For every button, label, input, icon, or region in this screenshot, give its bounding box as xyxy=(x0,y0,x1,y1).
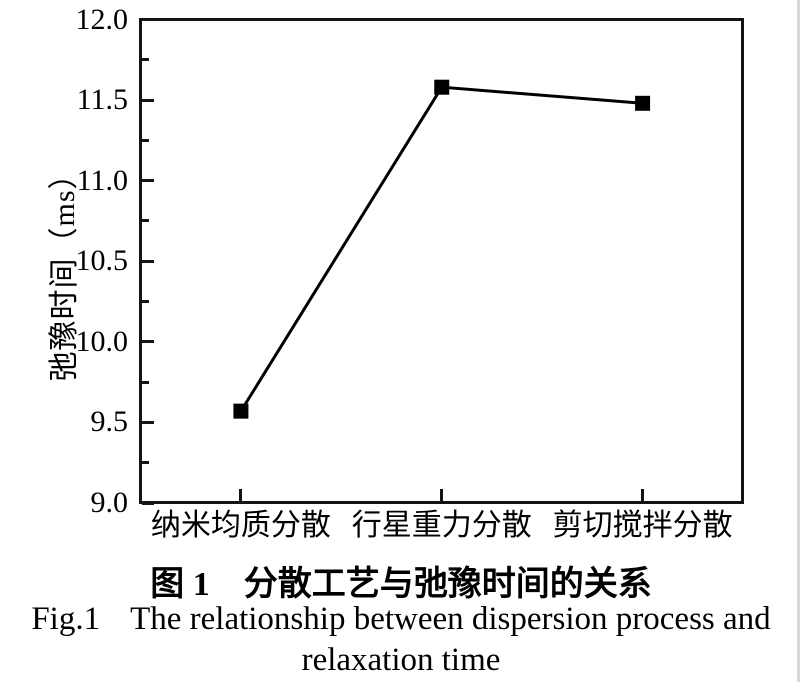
y-minor-tick xyxy=(142,380,149,384)
y-major-tick xyxy=(142,98,154,102)
x-major-tick xyxy=(641,489,645,501)
x-major-tick xyxy=(239,489,243,501)
caption-english-line1: Fig.1 The relationship between dispersion… xyxy=(0,601,802,638)
x-category-label: 剪切搅拌分散 xyxy=(552,509,733,542)
y-tick-label: 10.5 xyxy=(75,244,129,278)
y-tick-label: 11.0 xyxy=(76,163,128,197)
y-major-tick xyxy=(142,259,154,263)
y-minor-tick xyxy=(142,300,149,304)
page-right-border xyxy=(797,0,800,682)
caption-en-fig-number: Fig.1 xyxy=(31,601,101,637)
caption-zh-title: 分散工艺与弛豫时间的关系 xyxy=(243,566,652,603)
x-category-label: 行星重力分散 xyxy=(351,509,532,542)
caption-english-line2: relaxation time xyxy=(301,642,501,678)
y-tick-label: 10.0 xyxy=(75,324,129,358)
plot-frame xyxy=(139,18,744,504)
y-minor-tick xyxy=(142,58,149,62)
x-major-tick xyxy=(440,489,444,501)
y-major-tick xyxy=(142,420,154,424)
y-tick-label: 9.5 xyxy=(90,405,129,439)
caption-zh-fig-number: 图 1 xyxy=(150,566,210,603)
y-major-tick xyxy=(142,179,154,183)
y-minor-tick xyxy=(142,138,149,142)
y-major-tick xyxy=(142,340,154,344)
x-category-label: 纳米均质分散 xyxy=(150,509,331,542)
y-major-tick xyxy=(142,18,154,21)
y-minor-tick xyxy=(142,461,149,465)
y-tick-label: 11.5 xyxy=(76,83,128,117)
caption-chinese: 图 1 分散工艺与弛豫时间的关系 xyxy=(0,556,802,605)
caption-en-title-part1: The relationship between dispersion proc… xyxy=(130,601,771,637)
y-minor-tick xyxy=(142,219,149,223)
y-tick-label: 12.0 xyxy=(75,2,129,36)
y-tick-label: 9.0 xyxy=(90,486,129,519)
y-major-tick xyxy=(142,501,154,505)
